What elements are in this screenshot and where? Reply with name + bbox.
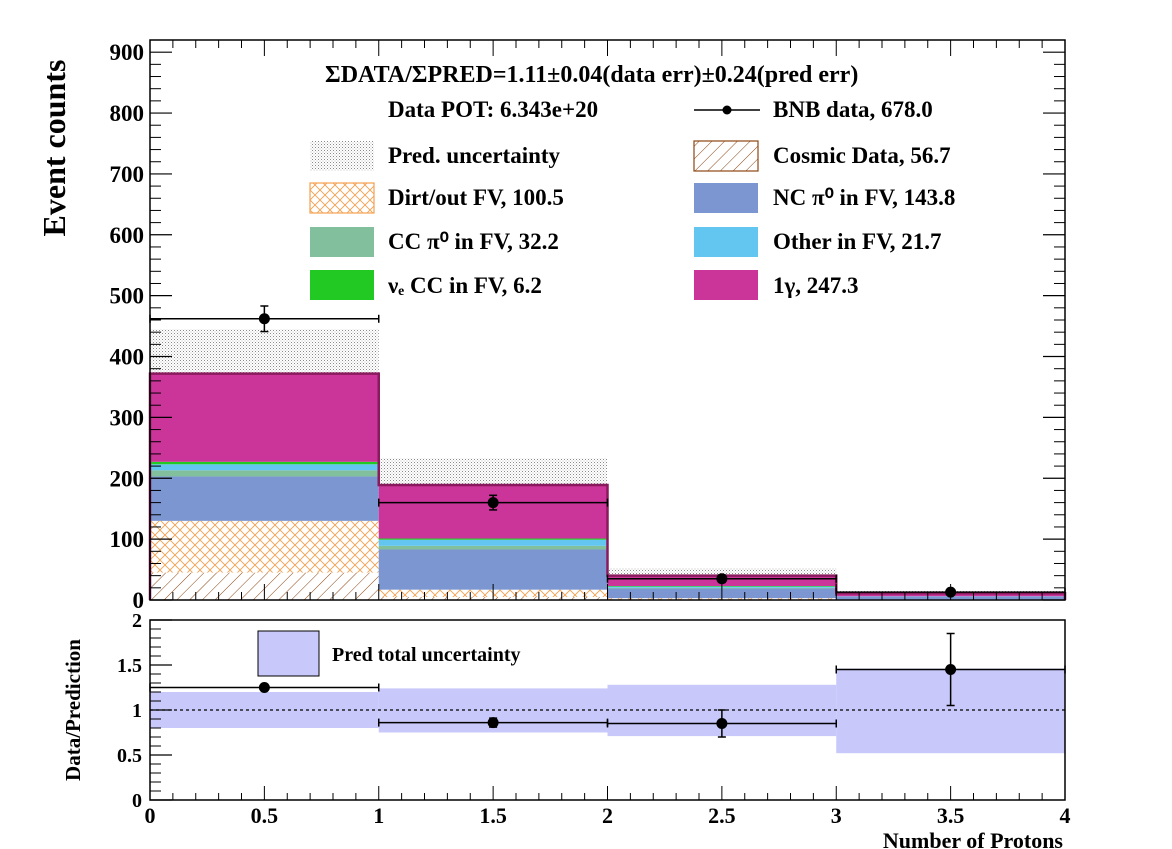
data-point-0: [149, 305, 380, 333]
ratio-uncertainty-band: [150, 668, 1065, 754]
top-y-tick-label-5: 500: [110, 284, 145, 309]
data-marker-2: [716, 573, 728, 585]
bottom-y-tick-label-1: 0.5: [117, 745, 142, 767]
legend-label-cosmic: Cosmic Data, 56.7: [773, 143, 951, 168]
legend-entry-cosmic: Cosmic Data, 56.7: [693, 140, 951, 172]
legend-swatch-cosmic: [693, 140, 759, 172]
legend-entry-ncpi0: NC π⁰ in FV, 143.8: [694, 183, 955, 213]
top-y-tick-label-1: 100: [110, 527, 145, 552]
top-y-tick-label-0: 0: [133, 588, 145, 613]
data-marker-1: [487, 497, 499, 509]
bar-other-bin-0: [150, 464, 379, 471]
legend-entry-nuecc: νₑ CC in FV, 6.2: [310, 270, 542, 300]
legend-entry-dirt: Dirt/out FV, 100.5: [309, 182, 564, 214]
top-y-axis: 0 100 200 300 400 500 600 700 800 900: [110, 39, 1065, 613]
bottom-y-tick-label-4: 2: [132, 610, 142, 632]
top-y-tick-label-9: 900: [110, 40, 145, 65]
legend-swatch-onegamma: [694, 270, 758, 300]
top-y-tick-label-7: 700: [110, 162, 145, 187]
pot-annotation: Data POT: 6.343e+20: [388, 97, 598, 122]
top-y-axis-label: Event counts: [36, 60, 72, 237]
legend-entry-pred-unc: Pred. uncertainty: [310, 141, 561, 171]
data-marker-0: [258, 313, 270, 325]
legend-label-data: BNB data, 678.0: [773, 97, 933, 122]
bottom-x-tick-label-7: 3.5: [937, 803, 965, 828]
bottom-x-tick-label-2: 1: [373, 803, 384, 828]
bar-ncpi0-bin-0: [150, 476, 379, 521]
top-y-tick-label-3: 300: [110, 405, 145, 430]
legend-entry-other: Other in FV, 21.7: [694, 227, 941, 257]
ratio-legend-label: Pred total uncertainty: [332, 644, 521, 666]
ratio-marker-0: [258, 682, 270, 693]
ratio-point-0: [149, 682, 380, 693]
bottom-y-tick-label-3: 1.5: [117, 655, 142, 677]
legend-swatch-pred-unc: [310, 141, 374, 171]
legend-swatch-nuecc: [310, 270, 374, 300]
bar-other-bin-1: [378, 539, 608, 546]
bar-ccpi0-bin-1: [378, 545, 608, 550]
ratio-legend: Pred total uncertainty: [257, 630, 521, 677]
legend-label-onegamma: 1γ, 247.3: [773, 273, 859, 298]
bottom-x-axis-label: Number of Protons: [883, 828, 1064, 849]
legend-swatch-other: [694, 227, 758, 257]
top-y-tick-label-6: 600: [110, 223, 145, 248]
ratio-legend-swatch: [257, 630, 320, 677]
legend-label-ccpi0: CC π⁰ in FV, 32.2: [388, 229, 559, 254]
bottom-x-tick-label-8: 4: [1060, 803, 1071, 828]
legend-label-other: Other in FV, 21.7: [773, 229, 941, 254]
legend-swatch-dirt: [309, 182, 375, 214]
ratio-marker-3: [945, 664, 957, 675]
legend-label-ncpi0: NC π⁰ in FV, 143.8: [773, 185, 955, 210]
bottom-x-tick-label-4: 2: [602, 803, 613, 828]
bar-ncpi0-bin-1: [378, 549, 608, 590]
top-panel: 0 100 200 300 400 500 600 700 800 900 Event count…: [36, 39, 1067, 613]
top-y-tick-label-4: 400: [110, 345, 145, 370]
legend-swatch-ccpi0: [310, 227, 374, 257]
legend-swatch-ncpi0: [694, 183, 758, 213]
ratio-marker-2: [716, 718, 728, 729]
top-y-tick-label-2: 200: [110, 466, 145, 491]
bottom-panel: 0 0.5 1 1.5 2 0 0.5 1 1.5 2 2.5 3 3.5 4 Data/Predict…: [61, 610, 1071, 849]
bottom-x-tick-label-5: 2.5: [708, 803, 736, 828]
legend: BNB data, 678.0 Pred. uncertainty Cosmic…: [309, 97, 955, 300]
bottom-x-tick-label-6: 3: [831, 803, 842, 828]
legend-label-nuecc: νₑ CC in FV, 6.2: [387, 273, 542, 298]
bottom-y-tick-label-0: 0: [132, 790, 142, 812]
bar-nuecc-bin-0: [150, 461, 379, 465]
bar-onegamma-bin-0: [150, 373, 379, 462]
data-point-1: [378, 494, 609, 511]
bottom-y-axis: 0 0.5 1 1.5 2: [117, 610, 172, 812]
bottom-x-tick-label-0: 0: [145, 803, 156, 828]
top-x-ticks: [149, 40, 1066, 600]
bottom-y-axis-label: Data/Prediction: [61, 639, 85, 781]
legend-entry-onegamma: 1γ, 247.3: [694, 270, 859, 300]
bar-onegamma-bin-1: [378, 484, 608, 539]
legend-entry-ccpi0: CC π⁰ in FV, 32.2: [310, 227, 559, 257]
bottom-x-tick-label-1: 0.5: [251, 803, 279, 828]
bar-dirt-bin-0: [150, 520, 379, 573]
legend-data-marker: [722, 105, 732, 115]
legend-entry-data: BNB data, 678.0: [694, 97, 933, 122]
bottom-y-tick-label-2: 1: [132, 700, 142, 722]
top-y-tick-label-8: 800: [110, 101, 145, 126]
bottom-x-axis: 0 0.5 1 1.5 2 2.5 3 3.5 4: [145, 786, 1071, 828]
bar-ccpi0-bin-0: [150, 470, 379, 477]
ratio-point-2: [606, 709, 837, 738]
ratio-marker-1: [487, 717, 499, 729]
bar-nuecc-bin-1: [378, 538, 608, 540]
ratio-summary-annotation: ΣDATA/ΣPRED=1.11±0.04(data err)±0.24(pre…: [325, 62, 858, 88]
data-point-2: [606, 573, 837, 585]
legend-label-pred-unc: Pred. uncertainty: [388, 143, 561, 168]
bottom-x-tick-label-3: 1.5: [479, 803, 507, 828]
legend-label-dirt: Dirt/out FV, 100.5: [388, 185, 564, 210]
